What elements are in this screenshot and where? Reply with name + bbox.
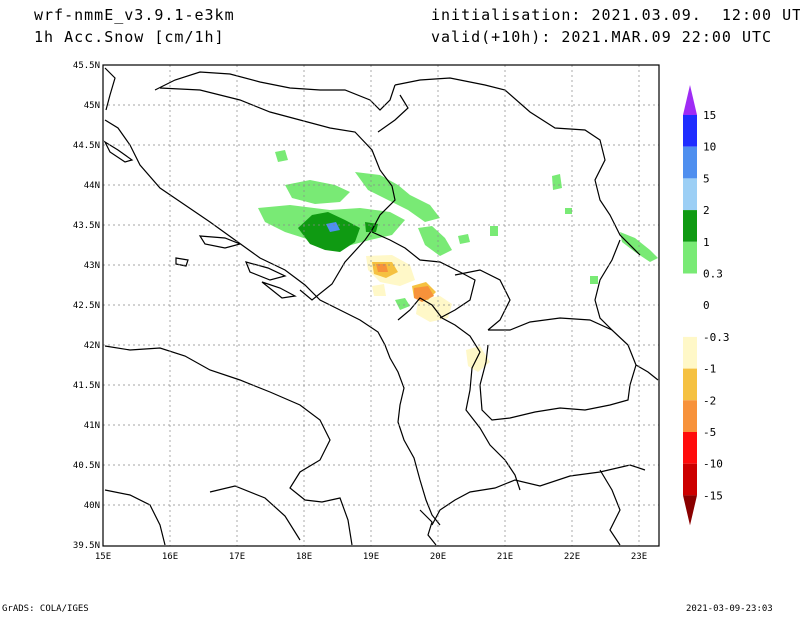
lat-tick-label: 42N [84, 341, 100, 351]
colorbar-segment [683, 432, 697, 464]
colorbar-top-arrow [683, 85, 697, 115]
colorbar-segment [683, 273, 697, 306]
colorbar-segment [683, 210, 697, 242]
lat-tick-label: 45N [84, 101, 100, 111]
lon-tick-label: 16E [162, 552, 178, 562]
colorbar-label: 15 [703, 109, 716, 122]
colorbar-label: 1 [703, 236, 710, 249]
colorbar-segment [683, 463, 697, 496]
lat-tick-label: 45.5N [73, 61, 100, 71]
lat-tick-label: 43N [84, 261, 100, 271]
lon-tick-label: 17E [229, 552, 245, 562]
colorbar-label: -10 [703, 458, 723, 471]
colorbar-label: -0.3 [703, 331, 730, 344]
colorbar-bottom-arrow [683, 495, 697, 526]
model-label: wrf-nmmE_v3.9.1-e3km [34, 6, 235, 24]
lon-tick-label: 15E [95, 552, 111, 562]
colorbar-segment [683, 368, 697, 401]
colorbar-segment [683, 400, 697, 432]
colorbar-label: 10 [703, 141, 716, 154]
latitude-axis: 45.5N 45N 44.5N 44N 43.5N 43N 42.5N 42N 41.5N 41N… [73, 61, 100, 551]
lat-tick-label: 43.5N [73, 221, 100, 231]
colorbar-label: -5 [703, 426, 716, 439]
lat-tick-label: 40.5N [73, 461, 100, 471]
lat-tick-label: 44.5N [73, 141, 100, 151]
field-label: 1h Acc.Snow [cm/1h] [34, 28, 225, 46]
colorbar-label: -2 [703, 394, 716, 407]
colorbar-label: 2 [703, 204, 710, 217]
lon-tick-label: 19E [363, 552, 379, 562]
lon-tick-label: 20E [430, 552, 446, 562]
valid-time: valid(+10h): 2021.MAR.09 22:00 UTC [431, 28, 773, 46]
colorbar-label: -15 [703, 489, 723, 502]
colorbar-label: 0.3 [703, 268, 723, 281]
lat-tick-label: 41N [84, 421, 100, 431]
colorbar-segment [683, 115, 697, 147]
map-frame [102, 64, 660, 547]
lon-tick-label: 21E [497, 552, 513, 562]
colorbar: 15 10 5 2 1 0.3 0 -0.3 -1 -2 -5 -10 -15 [683, 85, 730, 526]
lon-tick-label: 22E [564, 552, 580, 562]
lat-tick-label: 40N [84, 501, 100, 511]
timestamp-label: 2021-03-09-23:03 [686, 604, 773, 614]
lat-tick-label: 41.5N [73, 381, 100, 391]
colorbar-segment [683, 146, 697, 179]
colorbar-segment [683, 305, 697, 337]
longitude-axis: 15E 16E 17E 18E 19E 20E 21E 22E 23E [95, 552, 647, 562]
lat-tick-label: 44N [84, 181, 100, 191]
colorbar-label: -1 [703, 363, 716, 376]
gridlines [103, 65, 659, 546]
init-time: initialisation: 2021.03.09. 12:00 UTC [431, 6, 800, 24]
colorbar-label: 5 [703, 172, 710, 185]
lon-tick-label: 18E [296, 552, 312, 562]
colorbar-label: 0 [703, 299, 710, 312]
credit-label: GrADS: COLA/IGES [2, 604, 89, 614]
lon-tick-label: 23E [631, 552, 647, 562]
colorbar-segment [683, 241, 697, 274]
coastlines-borders [103, 67, 659, 546]
lat-tick-label: 39.5N [73, 541, 100, 551]
colorbar-segment [683, 336, 697, 369]
snow-field [258, 150, 658, 372]
lat-tick-label: 42.5N [73, 301, 100, 311]
colorbar-segment [683, 178, 697, 211]
